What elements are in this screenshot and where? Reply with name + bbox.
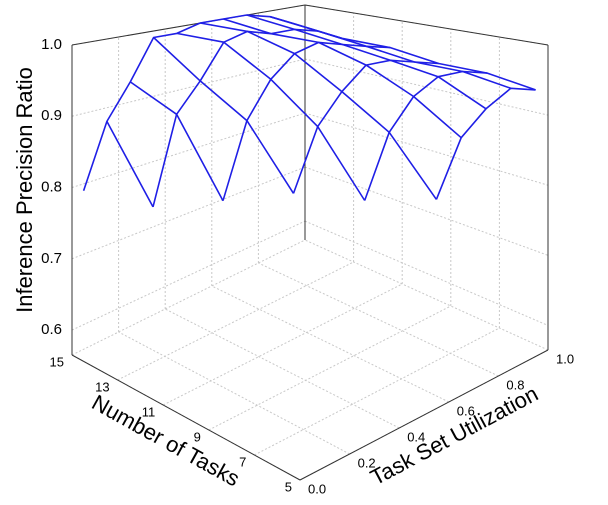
grid-line <box>71 166 306 260</box>
x-axis-title: Task Set Utilization <box>366 381 542 490</box>
surface-line <box>82 14 294 192</box>
z-tick-label: 1.0 <box>41 36 62 53</box>
surface-line <box>176 32 366 201</box>
surface-line <box>222 41 391 201</box>
grid-line <box>211 285 450 403</box>
y-tick-label: 9 <box>194 429 201 444</box>
grid-line <box>254 327 500 456</box>
labels: 0.6 0.7 0.8 0.9 1.0 5 7 9 11 13 15 0.0 0.2 0.4 0.6 0.8 1… <box>41 36 574 496</box>
surface-line <box>153 36 295 194</box>
z-tick-label: 0.7 <box>41 250 62 267</box>
x-tick-label: 0.0 <box>308 481 326 496</box>
z-tick-label: 0.6 <box>41 321 62 338</box>
z-tick-label: 0.8 <box>41 178 62 195</box>
grid-line <box>118 331 350 455</box>
y-tick-label: 15 <box>50 354 64 369</box>
surface-line <box>200 22 438 200</box>
y-tick-label: 5 <box>285 479 292 494</box>
grid-line <box>258 262 499 377</box>
z-axis-title: Inference Precision Ratio <box>12 67 37 313</box>
surface-line <box>246 14 487 110</box>
z-tick-label: 0.9 <box>41 107 62 124</box>
x-tick-label: 1.0 <box>556 351 574 366</box>
surface-line <box>129 81 224 202</box>
x-tick-label: 0.4 <box>407 429 425 444</box>
grid-line <box>71 239 306 356</box>
surface-line <box>293 22 536 91</box>
grid-line <box>304 220 549 326</box>
surface-line <box>106 121 154 208</box>
y-axis-title: Number of Tasks <box>88 390 244 492</box>
y-tick-label: 13 <box>95 379 109 394</box>
grid-line <box>208 305 452 431</box>
grid-line <box>162 283 403 406</box>
grid-line <box>71 112 306 189</box>
x-tick-label: 0.2 <box>358 455 376 470</box>
surface-line <box>363 70 488 201</box>
axis-edge <box>71 354 301 481</box>
grid-line <box>304 112 549 186</box>
axis-edge <box>304 4 549 46</box>
grid-line <box>71 58 306 117</box>
surface-line <box>223 18 462 139</box>
grid-line <box>304 166 549 256</box>
axis-edge <box>71 4 306 46</box>
box-edges <box>71 4 549 481</box>
surface-line <box>292 59 439 194</box>
x-tick-label: 0.8 <box>506 377 524 392</box>
y-tick-label: 11 <box>142 404 156 419</box>
x-tick-label: 0.6 <box>457 403 475 418</box>
axis-edge <box>299 349 549 481</box>
grid-line <box>304 239 549 351</box>
grid-line <box>164 308 400 429</box>
grid-line <box>117 261 354 381</box>
y-tick-label: 7 <box>239 454 246 469</box>
grid-line <box>71 220 306 331</box>
surface <box>82 14 536 208</box>
